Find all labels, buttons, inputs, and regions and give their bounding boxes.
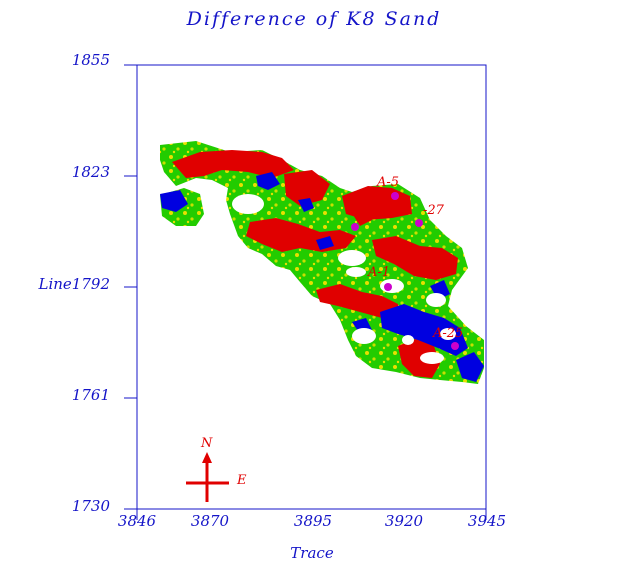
x-tick-label-3920: 3920 bbox=[384, 512, 424, 530]
well-label: A-5 bbox=[376, 175, 399, 190]
well-marker bbox=[391, 192, 399, 200]
compass-east-label: E bbox=[236, 473, 247, 488]
x-tick-label-3846: 3846 bbox=[117, 512, 157, 530]
well-marker bbox=[451, 342, 459, 350]
y-tick-label-1823: 1823 bbox=[71, 163, 110, 181]
well-marker bbox=[415, 219, 423, 227]
x-tick-label-3895: 3895 bbox=[293, 512, 333, 530]
wells: A-5 -27 A-1 A-25 bbox=[351, 175, 463, 350]
y-tick-label-1761: 1761 bbox=[71, 386, 110, 404]
low-value-zones bbox=[160, 172, 484, 382]
compass: N E bbox=[186, 436, 247, 502]
arrow-up-icon bbox=[202, 452, 212, 463]
y-ticks bbox=[124, 64, 137, 510]
high-value-zones bbox=[172, 150, 458, 378]
y-tick-label-1792: Line1792 bbox=[38, 275, 110, 293]
well-marker bbox=[351, 223, 359, 231]
well-label: A-25 bbox=[432, 326, 463, 341]
y-tick-label-1855: 1855 bbox=[71, 51, 110, 69]
x-axis-title: Trace bbox=[290, 544, 334, 562]
y-tick-label-1730: 1730 bbox=[71, 497, 110, 515]
x-ticks bbox=[136, 509, 487, 520]
x-tick-label-3945: 3945 bbox=[467, 512, 507, 530]
well-marker bbox=[384, 283, 392, 291]
compass-north-label: N bbox=[200, 436, 213, 451]
well-label: -27 bbox=[423, 203, 445, 218]
page-title: Difference of K8 Sand bbox=[186, 8, 442, 30]
well-label: A-1 bbox=[367, 265, 390, 280]
x-tick-label-3870: 3870 bbox=[190, 512, 230, 530]
